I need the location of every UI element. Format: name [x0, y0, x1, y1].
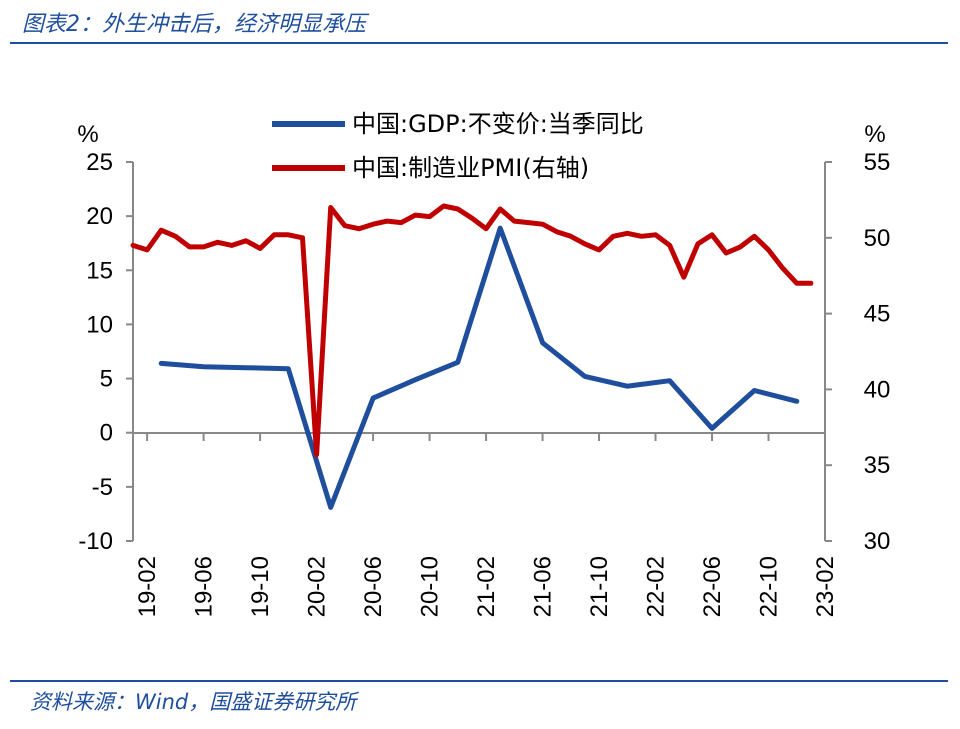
left-tick-label: -10: [78, 528, 113, 555]
legend-label: 中国:制造业PMI(右轴): [352, 154, 589, 182]
x-tick-label: 21-02: [473, 556, 500, 617]
left-tick-label: 0: [100, 420, 113, 447]
figure-title: 图表2：外生冲击后，经济明显承压: [22, 12, 366, 37]
x-tick-label: 19-06: [191, 556, 218, 617]
header-rule: [10, 42, 948, 44]
pmi-series-line: [130, 203, 814, 458]
right-tick-label: 50: [864, 225, 891, 252]
left-tick-label: 25: [86, 149, 113, 176]
x-tick-label: 20-02: [304, 556, 331, 617]
lines-group: [130, 203, 814, 510]
x-tick-label: 23-02: [812, 556, 839, 617]
left-tick-label: 5: [100, 366, 113, 393]
x-tick-label: 19-02: [134, 556, 161, 617]
left-unit-label: %: [77, 121, 98, 148]
x-tick-label: 21-06: [530, 556, 557, 617]
x-tick-label: 22-10: [756, 556, 783, 617]
right-tick-label: 35: [864, 452, 891, 479]
right-unit-label: %: [864, 121, 885, 148]
x-tick-label: 20-06: [360, 556, 387, 617]
x-tick-label: 22-06: [699, 556, 726, 617]
right-tick-label: 40: [864, 376, 891, 403]
left-tick-label: -5: [92, 474, 113, 501]
left-tick-label: 15: [86, 257, 113, 284]
right-tick-label: 45: [864, 301, 891, 328]
gdp-series-line: [158, 225, 800, 510]
x-tick-label: 20-10: [417, 556, 444, 617]
x-tick-label: 22-02: [643, 556, 670, 617]
x-tick-label: 21-10: [586, 556, 613, 617]
legend-label: 中国:GDP:不变价:当季同比: [352, 110, 644, 138]
right-tick-label: 30: [864, 528, 891, 555]
x-tick-label: 19-10: [247, 556, 274, 617]
footer-rule: [10, 680, 948, 682]
source-note: 资料来源：Wind，国盛证券研究所: [30, 690, 357, 714]
right-tick-label: 55: [864, 149, 891, 176]
left-tick-label: 10: [86, 311, 113, 338]
left-tick-label: 20: [86, 203, 113, 230]
